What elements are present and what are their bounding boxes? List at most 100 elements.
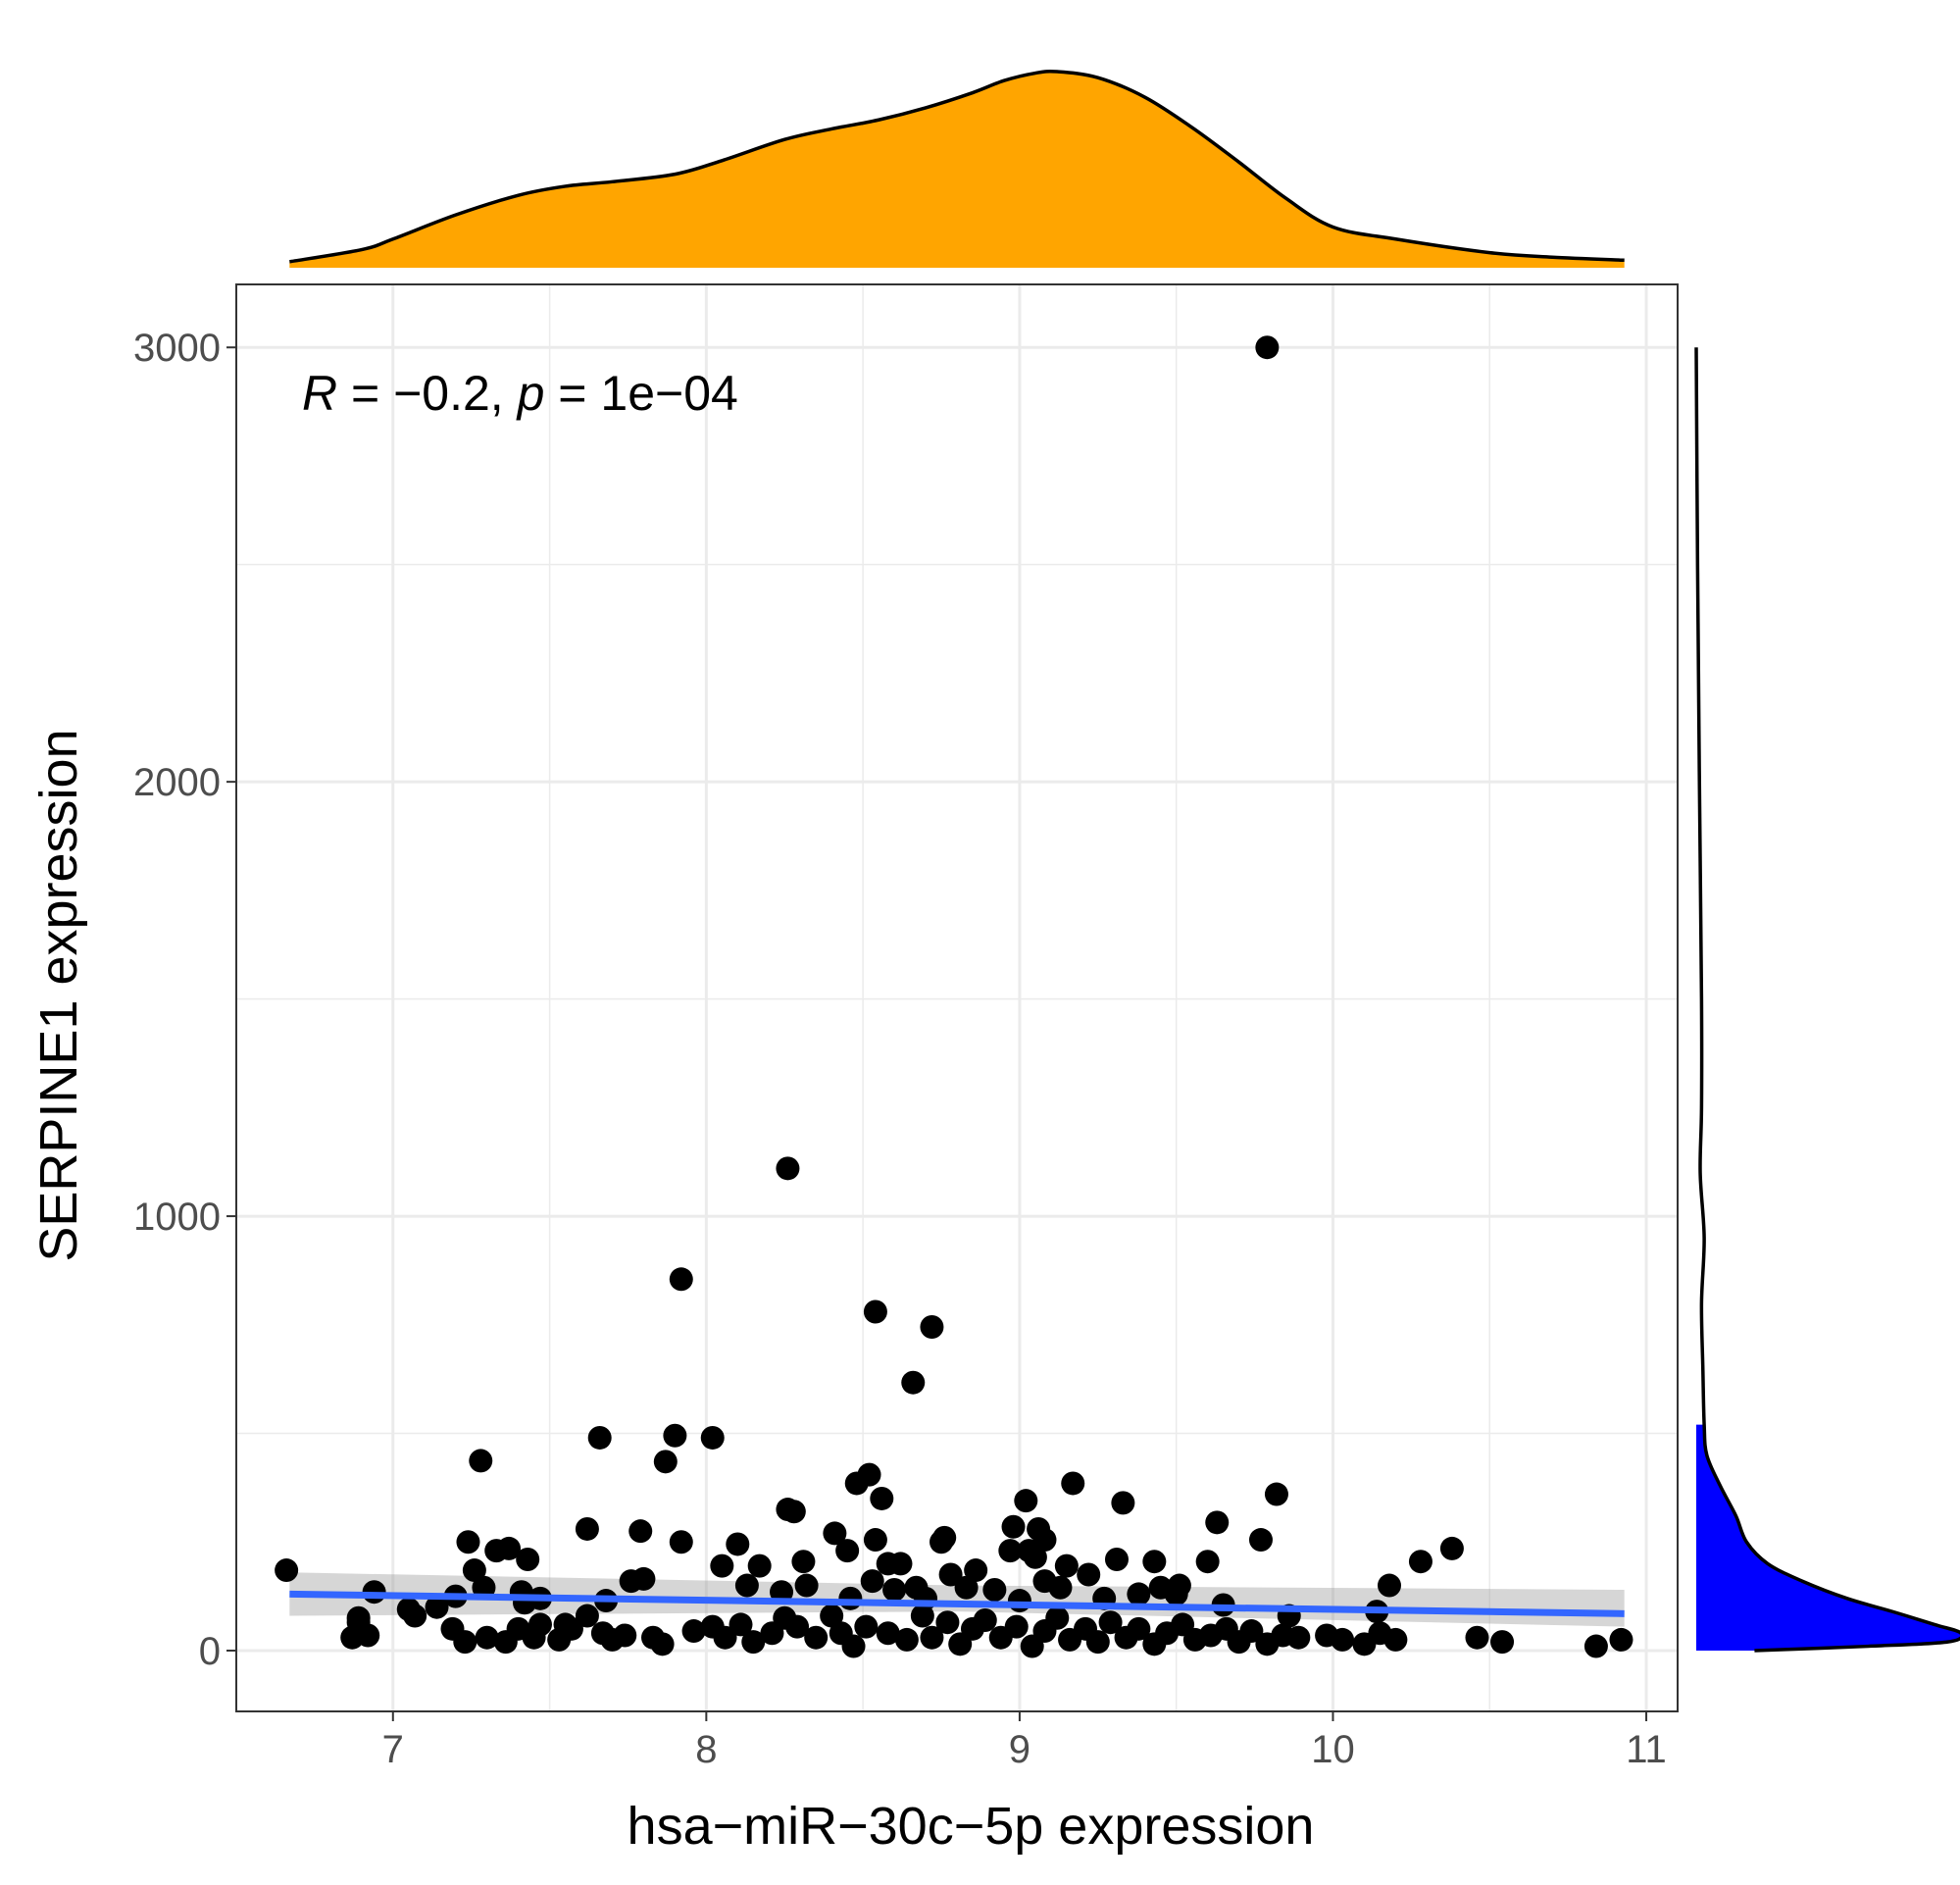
data-point bbox=[1408, 1550, 1432, 1574]
data-point bbox=[973, 1607, 997, 1632]
data-point bbox=[628, 1519, 653, 1544]
data-point bbox=[1239, 1619, 1264, 1644]
y-tick-label: 1000 bbox=[133, 1196, 221, 1239]
data-point bbox=[863, 1299, 887, 1324]
data-point bbox=[1077, 1562, 1101, 1587]
data-point bbox=[838, 1586, 863, 1610]
data-point bbox=[681, 1619, 706, 1644]
data-point bbox=[820, 1604, 844, 1628]
data-point bbox=[710, 1554, 734, 1578]
data-point bbox=[982, 1577, 1007, 1602]
y-tick-label: 3000 bbox=[133, 327, 221, 370]
data-point bbox=[1048, 1575, 1073, 1600]
data-point bbox=[1286, 1625, 1311, 1650]
data-point bbox=[1164, 1582, 1188, 1606]
data-point bbox=[791, 1550, 816, 1574]
x-tick-label: 10 bbox=[1311, 1728, 1355, 1771]
data-point bbox=[935, 1610, 960, 1635]
data-point bbox=[781, 1500, 806, 1524]
data-point bbox=[785, 1614, 810, 1639]
x-tick-label: 8 bbox=[695, 1728, 717, 1771]
data-point bbox=[1127, 1616, 1151, 1641]
data-point bbox=[894, 1627, 919, 1652]
data-point bbox=[938, 1562, 963, 1587]
r-value: = −0.2, bbox=[337, 366, 517, 421]
data-point bbox=[1378, 1573, 1401, 1598]
data-point bbox=[1142, 1550, 1167, 1574]
p-value: = 1e−04 bbox=[544, 366, 737, 421]
data-point bbox=[747, 1554, 772, 1578]
data-point bbox=[1583, 1634, 1608, 1658]
p-symbol: p bbox=[516, 366, 545, 421]
marginal-x-density-fill bbox=[289, 71, 1625, 268]
data-point bbox=[587, 1425, 612, 1450]
data-point bbox=[741, 1630, 766, 1655]
data-point bbox=[1383, 1627, 1408, 1652]
data-point bbox=[860, 1569, 884, 1594]
data-point bbox=[1111, 1491, 1135, 1515]
data-point bbox=[1104, 1547, 1129, 1571]
data-point bbox=[882, 1577, 907, 1602]
y-axis: 0 1000 2000 3000 bbox=[133, 327, 236, 1673]
data-point bbox=[575, 1516, 599, 1541]
grid-minor bbox=[236, 284, 1678, 1711]
data-point bbox=[854, 1614, 879, 1639]
data-point bbox=[462, 1558, 486, 1583]
data-point bbox=[275, 1558, 299, 1583]
y-axis-title: SERPINE1 expression bbox=[29, 729, 88, 1261]
marginal-y-density bbox=[1694, 347, 1960, 1653]
data-point bbox=[1264, 1482, 1288, 1506]
marginal-y-density-outline bbox=[1694, 347, 1960, 1653]
data-point bbox=[1007, 1589, 1031, 1613]
data-point bbox=[528, 1612, 552, 1637]
correlation-annotation: R = −0.2, p = 1e−04 bbox=[302, 366, 738, 421]
data-point bbox=[456, 1530, 480, 1554]
marginal-x-density-outline bbox=[289, 69, 1625, 264]
x-tick-label: 7 bbox=[382, 1728, 404, 1771]
data-point bbox=[863, 1528, 887, 1553]
data-point bbox=[920, 1315, 944, 1340]
data-point bbox=[876, 1621, 900, 1646]
marginal-y-density-fill bbox=[1696, 1424, 1960, 1651]
x-tick-label: 9 bbox=[1009, 1728, 1030, 1771]
y-tick-label: 0 bbox=[199, 1630, 221, 1673]
panel-border bbox=[235, 283, 1679, 1712]
data-point bbox=[1085, 1630, 1110, 1655]
marginal-x-density bbox=[289, 69, 1625, 268]
data-point bbox=[1001, 1514, 1026, 1539]
r-symbol: R bbox=[302, 366, 337, 421]
data-point bbox=[920, 1625, 944, 1650]
data-point bbox=[930, 1530, 954, 1554]
x-axis-title: hsa−miR−30c−5p expression bbox=[628, 1797, 1315, 1856]
data-point bbox=[804, 1625, 829, 1650]
data-point bbox=[844, 1471, 869, 1496]
data-point bbox=[1023, 1545, 1047, 1569]
data-point bbox=[425, 1595, 449, 1619]
data-point bbox=[954, 1575, 979, 1600]
data-point bbox=[1255, 335, 1280, 360]
y-tick-label: 2000 bbox=[133, 761, 221, 804]
data-point bbox=[559, 1616, 583, 1641]
data-point bbox=[631, 1566, 656, 1591]
data-point bbox=[1331, 1627, 1355, 1652]
data-point bbox=[734, 1573, 759, 1598]
data-point bbox=[888, 1552, 913, 1576]
data-point bbox=[1045, 1605, 1070, 1630]
regression-line bbox=[289, 1590, 1625, 1617]
data-point bbox=[901, 1370, 926, 1395]
data-point bbox=[475, 1625, 499, 1650]
data-point bbox=[669, 1530, 693, 1554]
data-point bbox=[469, 1449, 493, 1473]
data-point bbox=[516, 1547, 540, 1571]
data-point bbox=[575, 1604, 599, 1628]
data-point bbox=[1195, 1550, 1220, 1574]
data-point bbox=[870, 1486, 894, 1510]
data-point bbox=[1054, 1554, 1079, 1578]
data-point bbox=[613, 1623, 637, 1648]
data-point bbox=[356, 1623, 380, 1648]
data-point bbox=[713, 1625, 737, 1650]
data-point bbox=[1004, 1614, 1029, 1639]
x-axis: 7 8 9 10 11 bbox=[382, 1711, 1667, 1771]
data-point bbox=[910, 1604, 934, 1628]
